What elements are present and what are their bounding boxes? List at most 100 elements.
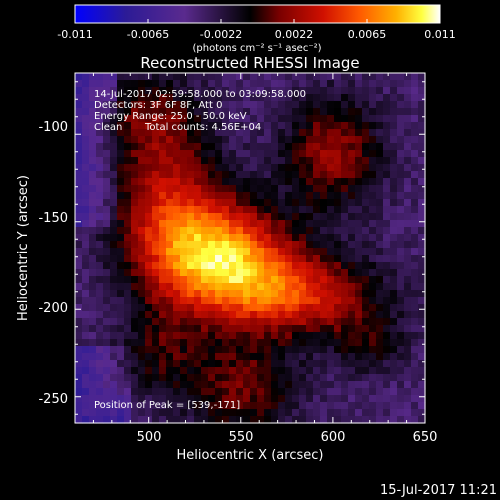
heatmap-cell xyxy=(138,80,146,88)
heatmap-cell xyxy=(411,374,419,382)
heatmap-cell xyxy=(187,73,195,81)
heatmap-cell xyxy=(271,164,279,172)
heatmap-cell xyxy=(278,360,286,368)
heatmap-cell xyxy=(320,311,328,319)
heatmap-cell xyxy=(362,171,370,179)
heatmap-cell xyxy=(110,290,118,298)
heatmap-cell xyxy=(334,171,342,179)
heatmap-cell xyxy=(334,80,342,88)
heatmap-cell xyxy=(194,297,202,305)
heatmap-cell xyxy=(187,353,195,361)
heatmap-cell xyxy=(208,108,216,116)
heatmap-cell xyxy=(390,199,398,207)
heatmap-cell xyxy=(145,248,153,256)
heatmap-cell xyxy=(187,367,195,375)
heatmap-cell xyxy=(152,346,160,354)
heatmap-cell xyxy=(271,332,279,340)
heatmap-cell xyxy=(278,164,286,172)
heatmap-cell xyxy=(404,381,412,389)
heatmap-cell xyxy=(201,192,209,200)
heatmap-cell xyxy=(390,136,398,144)
heatmap-cell xyxy=(418,248,426,256)
heatmap-cell xyxy=(236,318,244,326)
heatmap-cell xyxy=(418,346,426,354)
heatmap-cell xyxy=(320,143,328,151)
heatmap-cell xyxy=(411,297,419,305)
heatmap-cell xyxy=(215,122,223,130)
heatmap-cell xyxy=(145,129,153,137)
heatmap-cell xyxy=(201,80,209,88)
heatmap-cell xyxy=(313,164,321,172)
heatmap-cell xyxy=(285,164,293,172)
heatmap-cell xyxy=(278,178,286,186)
heatmap-cell xyxy=(376,199,384,207)
heatmap-cell xyxy=(173,269,181,277)
heatmap-cell xyxy=(159,402,167,410)
heatmap-cell xyxy=(264,94,272,102)
heatmap-cell xyxy=(264,87,272,95)
heatmap-cell xyxy=(369,269,377,277)
heatmap-cell xyxy=(96,360,104,368)
heatmap-cell xyxy=(75,101,83,109)
heatmap-cell xyxy=(145,388,153,396)
heatmap-cell xyxy=(313,381,321,389)
heatmap-cell xyxy=(124,150,132,158)
heatmap-cell xyxy=(229,108,237,116)
heatmap-cell xyxy=(236,108,244,116)
heatmap-cell xyxy=(152,241,160,249)
heatmap-cell xyxy=(306,409,314,417)
heatmap-cell xyxy=(397,388,405,396)
heatmap-cell xyxy=(117,325,125,333)
heatmap-cell xyxy=(159,297,167,305)
heatmap-cell xyxy=(418,213,426,221)
heatmap-cell xyxy=(96,304,104,312)
heatmap-cell xyxy=(96,402,104,410)
heatmap-cell xyxy=(278,416,286,424)
heatmap-cell xyxy=(397,150,405,158)
heatmap-cell xyxy=(285,227,293,235)
heatmap-cell xyxy=(194,220,202,228)
heatmap-cell xyxy=(348,234,356,242)
heatmap-cell xyxy=(243,395,251,403)
heatmap-cell xyxy=(124,255,132,263)
heatmap-cell xyxy=(397,101,405,109)
heatmap-cell xyxy=(369,318,377,326)
heatmap-cell xyxy=(369,311,377,319)
heatmap-cell xyxy=(131,101,139,109)
heatmap-cell xyxy=(271,402,279,410)
heatmap-cell xyxy=(257,402,265,410)
heatmap-cell xyxy=(292,136,300,144)
heatmap-cell xyxy=(320,192,328,200)
heatmap-cell xyxy=(236,416,244,424)
heatmap-cell xyxy=(201,241,209,249)
heatmap-cell xyxy=(299,297,307,305)
heatmap-cell xyxy=(292,73,300,81)
heatmap-cell xyxy=(131,136,139,144)
heatmap-cell xyxy=(201,353,209,361)
heatmap-cell xyxy=(187,290,195,298)
heatmap-cell xyxy=(320,332,328,340)
heatmap-cell xyxy=(75,164,83,172)
heatmap-cell xyxy=(362,164,370,172)
heatmap-cell xyxy=(369,409,377,417)
heatmap-cell xyxy=(341,185,349,193)
heatmap-cell xyxy=(117,220,125,228)
heatmap-cell xyxy=(327,241,335,249)
heatmap-cell xyxy=(362,143,370,151)
heatmap-cell xyxy=(103,374,111,382)
heatmap-cell xyxy=(173,297,181,305)
heatmap-cell xyxy=(362,94,370,102)
heatmap-cell xyxy=(383,122,391,130)
heatmap-cell xyxy=(250,73,258,81)
heatmap-cell xyxy=(376,206,384,214)
heatmap-cell xyxy=(82,304,90,312)
heatmap-cell xyxy=(369,360,377,368)
heatmap-cell xyxy=(376,290,384,298)
heatmap-cell xyxy=(117,346,125,354)
heatmap-cell xyxy=(285,416,293,424)
heatmap-cell xyxy=(404,297,412,305)
heatmap-cell xyxy=(138,108,146,116)
heatmap-cell xyxy=(103,395,111,403)
heatmap-cell xyxy=(362,262,370,270)
heatmap-cell xyxy=(292,409,300,417)
